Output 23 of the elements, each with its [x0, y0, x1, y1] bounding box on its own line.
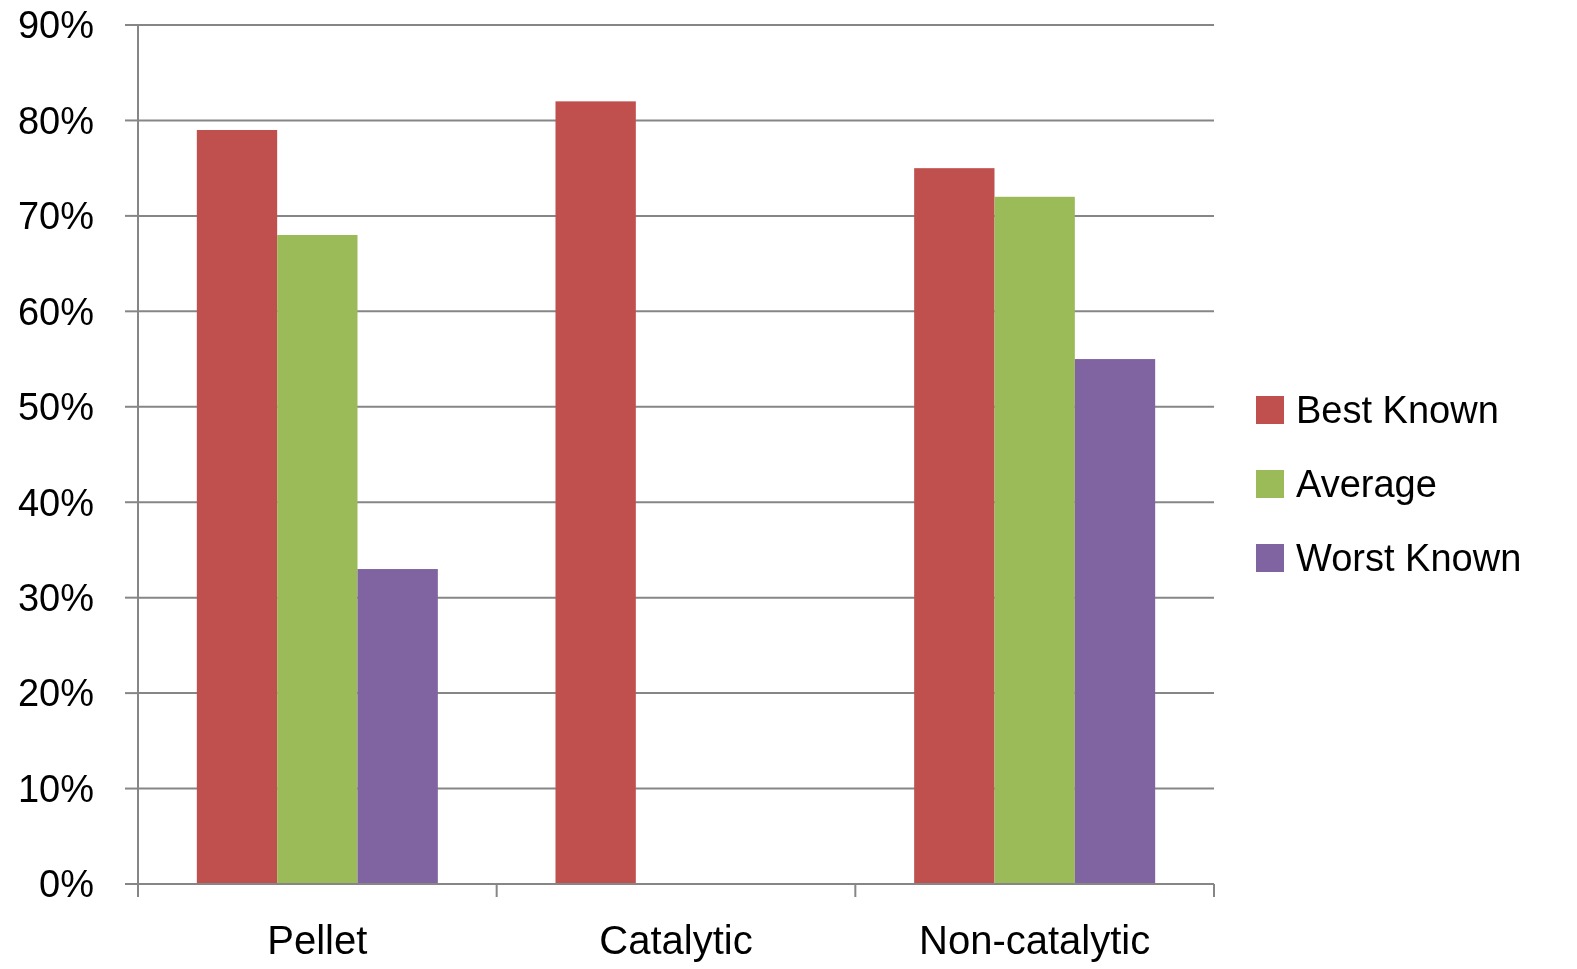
bar: [1074, 359, 1156, 884]
bar: [357, 569, 438, 884]
bar: [914, 168, 995, 884]
bar: [994, 196, 1075, 884]
y-tick-label: 0%: [39, 863, 94, 906]
bar: [196, 129, 278, 884]
legend-label: Worst Known: [1296, 537, 1522, 580]
bar: [277, 234, 358, 884]
y-tick-label: 80%: [17, 99, 94, 142]
legend-label: Best Known: [1296, 389, 1499, 432]
x-tick-label: Non-catalytic: [919, 918, 1151, 962]
y-tick-label: 50%: [17, 386, 94, 429]
y-tick-label: 20%: [17, 672, 94, 715]
y-tick-label: 40%: [17, 481, 94, 524]
legend-label: Average: [1296, 463, 1437, 506]
y-tick-label: 30%: [17, 576, 94, 619]
x-tick-label: Catalytic: [599, 918, 753, 962]
y-tick-label: 90%: [17, 4, 94, 47]
y-tick-label: 60%: [17, 290, 94, 333]
bar: [555, 101, 636, 884]
x-tick-label: Pellet: [267, 918, 368, 962]
y-tick-label: 70%: [17, 195, 94, 238]
y-tick-label: 10%: [17, 767, 94, 810]
